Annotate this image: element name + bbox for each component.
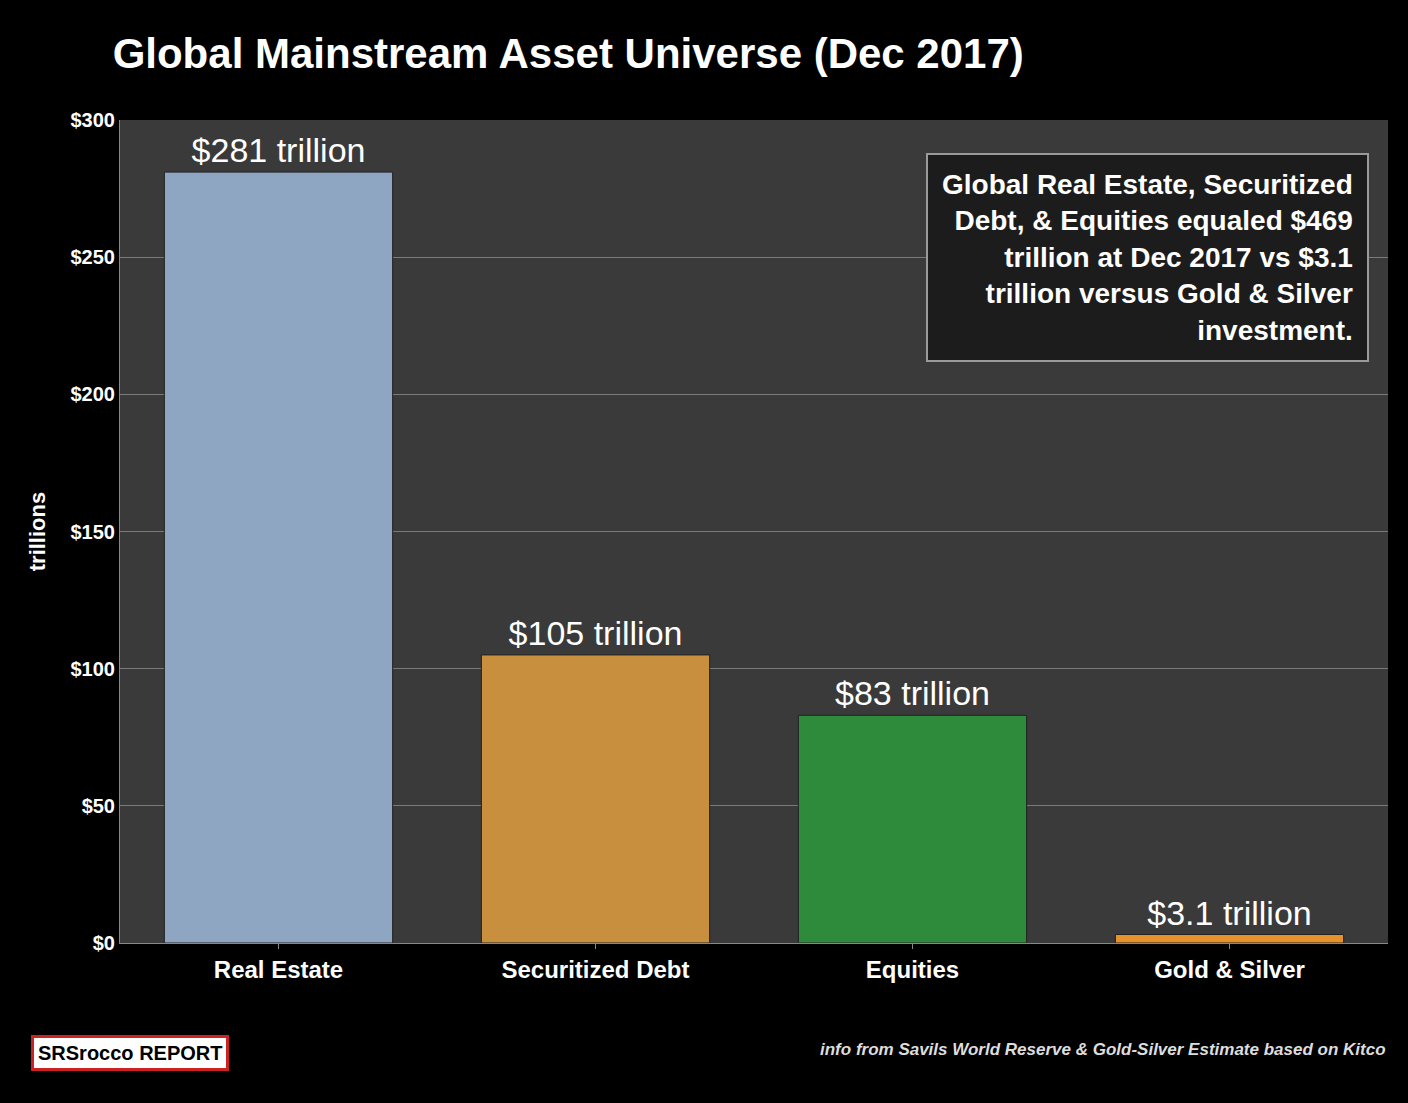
svg-text:$150: $150	[71, 521, 116, 543]
svg-text:info from Savils World Reserve: info from Savils World Reserve & Gold-Si…	[820, 1040, 1386, 1059]
svg-text:$3.1 trillion: $3.1 trillion	[1147, 894, 1311, 932]
svg-text:$281 trillion: $281 trillion	[192, 131, 366, 169]
svg-text:trillions: trillions	[25, 492, 50, 571]
svg-text:Real Estate: Real Estate	[214, 956, 343, 983]
svg-text:$0: $0	[93, 932, 115, 954]
svg-text:Equities: Equities	[866, 956, 959, 983]
svg-text:SRSrocco REPORT: SRSrocco REPORT	[38, 1042, 222, 1064]
svg-text:Global Real Estate, Securitize: Global Real Estate, SecuritizedDebt, & E…	[942, 169, 1353, 346]
svg-text:$100: $100	[71, 658, 116, 680]
svg-text:$50: $50	[82, 795, 115, 817]
svg-text:$200: $200	[71, 383, 116, 405]
svg-text:$105 trillion: $105 trillion	[509, 614, 683, 652]
svg-text:$250: $250	[71, 246, 116, 268]
svg-text:Gold & Silver: Gold & Silver	[1154, 956, 1305, 983]
svg-text:$300: $300	[71, 109, 116, 131]
svg-text:Securitized Debt: Securitized Debt	[501, 956, 689, 983]
svg-text:Global Mainstream Asset Univer: Global Mainstream Asset Universe (Dec 20…	[113, 30, 1024, 77]
svg-text:$83 trillion: $83 trillion	[835, 674, 990, 712]
